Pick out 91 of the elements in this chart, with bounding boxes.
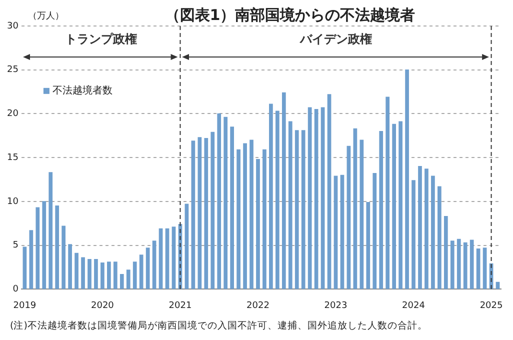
bar [224, 116, 228, 290]
bar [184, 204, 189, 290]
bar [55, 206, 60, 290]
bar [243, 143, 247, 290]
legend-label: 不法越境者数 [52, 84, 112, 97]
chart-title: （図表1）南部国境からの不法越境者 [164, 6, 416, 24]
bar [88, 259, 92, 290]
bar [444, 216, 448, 290]
x-tick-label: 2022 [246, 300, 270, 311]
bar [424, 168, 428, 290]
x-tick-label: 2023 [324, 300, 348, 311]
y-tick-label: 15 [7, 152, 18, 163]
bar [172, 226, 176, 290]
bar [236, 149, 240, 290]
bar [372, 173, 377, 290]
bar [36, 207, 40, 290]
bar [139, 254, 144, 290]
bar [230, 126, 234, 290]
bar [62, 226, 66, 290]
bar [210, 132, 215, 290]
y-tick-label: 0 [12, 284, 19, 295]
y-tick-label: 10 [7, 196, 19, 207]
bar [320, 107, 325, 290]
bar [366, 202, 370, 290]
bar [398, 121, 402, 290]
bar [152, 240, 156, 290]
bar [405, 70, 409, 290]
bar [113, 262, 118, 290]
x-tick-label: 2024 [402, 300, 426, 311]
bar [340, 174, 344, 290]
bar [282, 92, 286, 290]
bar [346, 146, 351, 290]
bar [29, 230, 34, 290]
y-tick-label: 30 [7, 21, 19, 32]
bar [438, 186, 442, 290]
bar [191, 140, 196, 290]
bar [250, 140, 254, 290]
bar [456, 238, 461, 290]
x-tick-label: 2020 [91, 300, 114, 311]
bar [269, 104, 273, 290]
bar [81, 257, 85, 290]
bar [107, 262, 111, 290]
bar [314, 109, 318, 290]
x-tick-label: 2025 [480, 300, 503, 311]
bar [48, 172, 53, 290]
bar [418, 166, 422, 290]
bar [120, 274, 124, 290]
y-tick-label: 25 [7, 65, 18, 76]
y-tick-label: 5 [12, 240, 18, 251]
bar [353, 128, 358, 290]
bar [334, 176, 338, 290]
bar [68, 244, 72, 290]
bar [158, 228, 163, 290]
bar [217, 113, 222, 290]
bar [301, 130, 306, 290]
bar [100, 262, 104, 290]
annotation: トランプ政権 [64, 32, 137, 46]
bar [482, 248, 487, 290]
bar [379, 130, 384, 290]
y-tick-label: 20 [7, 109, 19, 120]
bar [262, 149, 266, 290]
bar [294, 130, 299, 290]
x-tick-label: 2019 [13, 300, 36, 311]
bar [360, 140, 364, 290]
bar [308, 107, 312, 290]
bar [288, 121, 292, 290]
x-tick-label: 2021 [168, 300, 192, 311]
bar [463, 242, 468, 290]
bar [165, 228, 170, 290]
bar [198, 137, 202, 290]
bar [392, 124, 396, 290]
bar [22, 246, 27, 290]
bar [386, 96, 390, 290]
bar [204, 138, 208, 290]
bar [275, 110, 280, 290]
text: (注)不法越境者数は国境警備局が南西国境での入国不許可、逮捕、国外追放した人数の合計。 [10, 319, 428, 332]
bar [256, 159, 260, 290]
bar [74, 252, 78, 290]
bar [431, 176, 435, 290]
y-axis-title: （万人） [28, 10, 64, 22]
annotation: バイデン政権 [298, 32, 372, 46]
bar [42, 201, 46, 290]
bar [470, 240, 474, 290]
bar [94, 259, 98, 290]
bar [412, 180, 416, 290]
bar [146, 248, 150, 290]
bar [476, 248, 480, 290]
bar [126, 270, 130, 290]
bar [450, 240, 454, 290]
bar [132, 262, 137, 290]
bar [327, 94, 332, 290]
